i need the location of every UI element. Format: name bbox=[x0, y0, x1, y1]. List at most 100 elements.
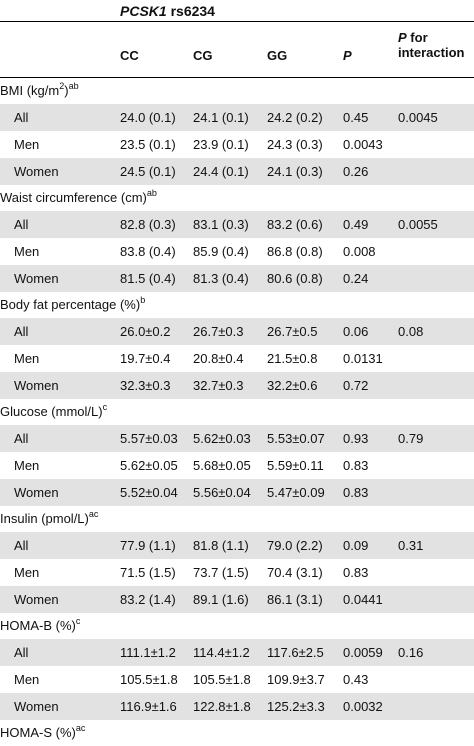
cell-gg: 117.6±2.5 bbox=[267, 645, 324, 660]
group-heading: Glucose (mmol/L)c bbox=[0, 399, 107, 425]
cell-cc: 24.0 (0.1) bbox=[120, 110, 176, 125]
table-row: Women 32.3±0.3 32.7±0.3 32.2±0.6 0.72 bbox=[0, 372, 474, 399]
cell-cc: 105.5±1.8 bbox=[120, 672, 178, 687]
results-table: PCSK1 rs6234 CC CG GG P P for interactio… bbox=[0, 3, 474, 740]
row-label: Women bbox=[14, 378, 59, 393]
group-unit-exponent: 2 bbox=[59, 81, 65, 91]
cell-cc: 83.2 (1.4) bbox=[120, 592, 176, 607]
cell-cg: 73.7 (1.5) bbox=[193, 565, 249, 580]
p-interaction-p: P bbox=[398, 30, 407, 45]
cell-cg: 24.4 (0.1) bbox=[193, 164, 249, 179]
cell-gg: 86.8 (0.8) bbox=[267, 244, 323, 259]
row-label: All bbox=[14, 110, 29, 125]
row-label: Men bbox=[14, 137, 40, 152]
cell-p: 0.83 bbox=[343, 565, 369, 580]
cell-cg: 5.68±0.05 bbox=[193, 458, 251, 473]
header-rule bbox=[0, 21, 474, 22]
cell-cg: 114.4±1.2 bbox=[193, 645, 250, 660]
cell-p: 0.0441 bbox=[343, 592, 383, 607]
cell-p: 0.06 bbox=[343, 324, 369, 339]
cell-cg: 105.5±1.8 bbox=[193, 672, 251, 687]
cell-cc: 116.9±1.6 bbox=[120, 699, 177, 714]
cell-p: 0.0043 bbox=[343, 137, 383, 152]
group-footnote-marker: ac bbox=[75, 723, 86, 733]
cell-p-interaction: 0.08 bbox=[398, 324, 424, 339]
cell-p: 0.26 bbox=[343, 164, 369, 179]
cell-gg: 24.1 (0.3) bbox=[267, 164, 323, 179]
cell-cg: 89.1 (1.6) bbox=[193, 592, 249, 607]
cell-cg: 81.3 (0.4) bbox=[193, 271, 249, 286]
table-row: All 5.57±0.03 5.62±0.03 5.53±0.07 0.93 0.79 bbox=[0, 425, 474, 452]
group-heading: HOMA-B (%)c bbox=[0, 613, 80, 639]
row-label: Women bbox=[14, 699, 59, 714]
group-footnote-marker: c bbox=[75, 616, 81, 626]
cell-p: 0.43 bbox=[343, 672, 369, 687]
row-label: All bbox=[14, 431, 29, 446]
cell-p: 0.72 bbox=[343, 378, 369, 393]
column-header-gg: GG bbox=[267, 48, 288, 63]
snp-name: rs6234 bbox=[170, 3, 215, 19]
group-heading: Insulin (pmol/L)ac bbox=[0, 506, 98, 532]
cell-cg: 26.7±0.3 bbox=[193, 324, 244, 339]
cell-cg: 5.62±0.03 bbox=[193, 431, 251, 446]
group-name: HOMA-B (%) bbox=[0, 618, 76, 633]
row-label: All bbox=[14, 217, 29, 232]
cell-gg: 5.59±0.11 bbox=[267, 458, 324, 473]
group-name: Body fat percentage (%) bbox=[0, 297, 141, 312]
group-footnote-marker: b bbox=[140, 295, 146, 305]
row-label: Women bbox=[14, 164, 59, 179]
row-label: Women bbox=[14, 592, 59, 607]
cell-p: 0.24 bbox=[343, 271, 369, 286]
cell-p-interaction: 0.16 bbox=[398, 645, 424, 660]
cell-cg: 122.8±1.8 bbox=[193, 699, 251, 714]
group-heading: Waist circumference (cm)ab bbox=[0, 185, 157, 211]
table-row: All 111.1±1.2 114.4±1.2 117.6±2.5 0.0059 0.16 bbox=[0, 639, 474, 666]
row-label: All bbox=[14, 324, 29, 339]
group-footnote-marker: ab bbox=[68, 81, 79, 91]
cell-gg: 86.1 (3.1) bbox=[267, 592, 323, 607]
column-header-cc: CC bbox=[120, 48, 139, 63]
cell-p: 0.83 bbox=[343, 485, 369, 500]
cell-cc: 23.5 (0.1) bbox=[120, 137, 176, 152]
cell-cg: 5.56±0.04 bbox=[193, 485, 251, 500]
cell-cc: 26.0±0.2 bbox=[120, 324, 171, 339]
row-label: Men bbox=[14, 458, 40, 473]
cell-gg: 83.2 (0.6) bbox=[267, 217, 323, 232]
cell-cc: 71.5 (1.5) bbox=[120, 565, 176, 580]
cell-gg: 109.9±3.7 bbox=[267, 672, 325, 687]
cell-p: 0.93 bbox=[343, 431, 369, 446]
cell-p: 0.0059 bbox=[343, 645, 383, 660]
table-row: All 26.0±0.2 26.7±0.3 26.7±0.5 0.06 0.08 bbox=[0, 318, 474, 345]
p-interaction-word: interaction bbox=[398, 45, 465, 60]
column-header-p-interaction: P for interaction bbox=[398, 30, 464, 60]
cell-p: 0.83 bbox=[343, 458, 369, 473]
table-row: Men 19.7±0.4 20.8±0.4 21.5±0.8 0.0131 bbox=[0, 345, 474, 372]
cell-gg: 32.2±0.6 bbox=[267, 378, 318, 393]
cell-p-interaction: 0.31 bbox=[398, 538, 424, 553]
column-header-p: P bbox=[343, 48, 352, 63]
cell-p: 0.008 bbox=[343, 244, 376, 259]
cell-p-interaction: 0.0045 bbox=[398, 110, 438, 125]
table-row: Men 23.5 (0.1) 23.9 (0.1) 24.3 (0.3) 0.0043 bbox=[0, 131, 474, 158]
row-label: Men bbox=[14, 565, 40, 580]
row-label: Men bbox=[14, 244, 40, 259]
row-label: Men bbox=[14, 351, 40, 366]
group-footnote-marker: c bbox=[102, 402, 108, 412]
table-row: All 82.8 (0.3) 83.1 (0.3) 83.2 (0.6) 0.49 0.0… bbox=[0, 211, 474, 238]
row-label: All bbox=[14, 538, 29, 553]
group-heading: BMI (kg/m2)ab bbox=[0, 78, 79, 104]
cell-gg: 70.4 (3.1) bbox=[267, 565, 323, 580]
gene-name: PCSK1 bbox=[120, 3, 167, 19]
cell-cg: 81.8 (1.1) bbox=[193, 538, 249, 553]
cell-cc: 83.8 (0.4) bbox=[120, 244, 176, 259]
group-name: Waist circumference (cm) bbox=[0, 190, 147, 205]
cell-cg: 85.9 (0.4) bbox=[193, 244, 249, 259]
row-label: Women bbox=[14, 485, 59, 500]
cell-cc: 5.52±0.04 bbox=[120, 485, 178, 500]
group-heading: Body fat percentage (%)b bbox=[0, 292, 145, 318]
group-heading: HOMA-S (%)ac bbox=[0, 720, 85, 746]
cell-p: 0.0032 bbox=[343, 699, 383, 714]
cell-cc: 19.7±0.4 bbox=[120, 351, 171, 366]
row-label: All bbox=[14, 645, 29, 660]
table-row: Women 83.2 (1.4) 89.1 (1.6) 86.1 (3.1) 0.044… bbox=[0, 586, 474, 613]
